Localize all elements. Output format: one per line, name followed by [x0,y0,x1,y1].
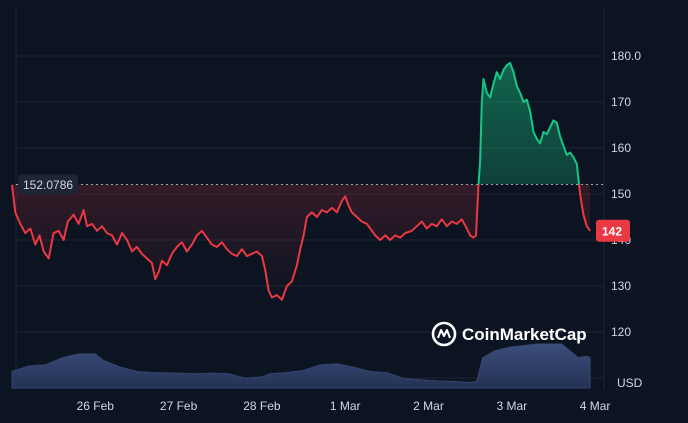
y-tick-label: 150 [611,187,631,201]
y-tick-label: 160 [611,141,631,155]
price-line-up [477,61,581,185]
x-tick-label: 2 Mar [413,399,444,413]
x-tick-label: 4 Mar [580,399,611,413]
price-area [12,62,591,300]
reference-price-label: 152.0786 [23,178,73,192]
x-tick-label: 28 Feb [243,399,281,413]
y-tick-label: 170 [611,95,631,109]
x-tick-label: 26 Feb [77,399,115,413]
currency-label: USD [617,376,643,390]
y-tick-label: 130 [611,279,631,293]
x-tick-label: 1 Mar [330,399,361,413]
volume-area [11,343,591,389]
coinmarketcap-logo-icon [431,321,457,347]
current-price-badge: 142 [596,219,630,242]
reference-price-badge: 152.0786 [18,174,79,195]
price-line-down [11,184,591,301]
current-price-label: 142 [602,224,622,238]
area-fill-up [12,62,591,185]
x-tick-label: 3 Mar [496,399,527,413]
volume-fill [11,343,591,389]
price-line [11,61,591,301]
y-tick-label: 120 [611,325,631,339]
x-tick-label: 27 Feb [160,399,198,413]
coinmarketcap-watermark: CoinMarketCap [431,321,587,347]
watermark-text: CoinMarketCap [462,325,587,344]
y-tick-label: 180.0 [611,49,641,63]
